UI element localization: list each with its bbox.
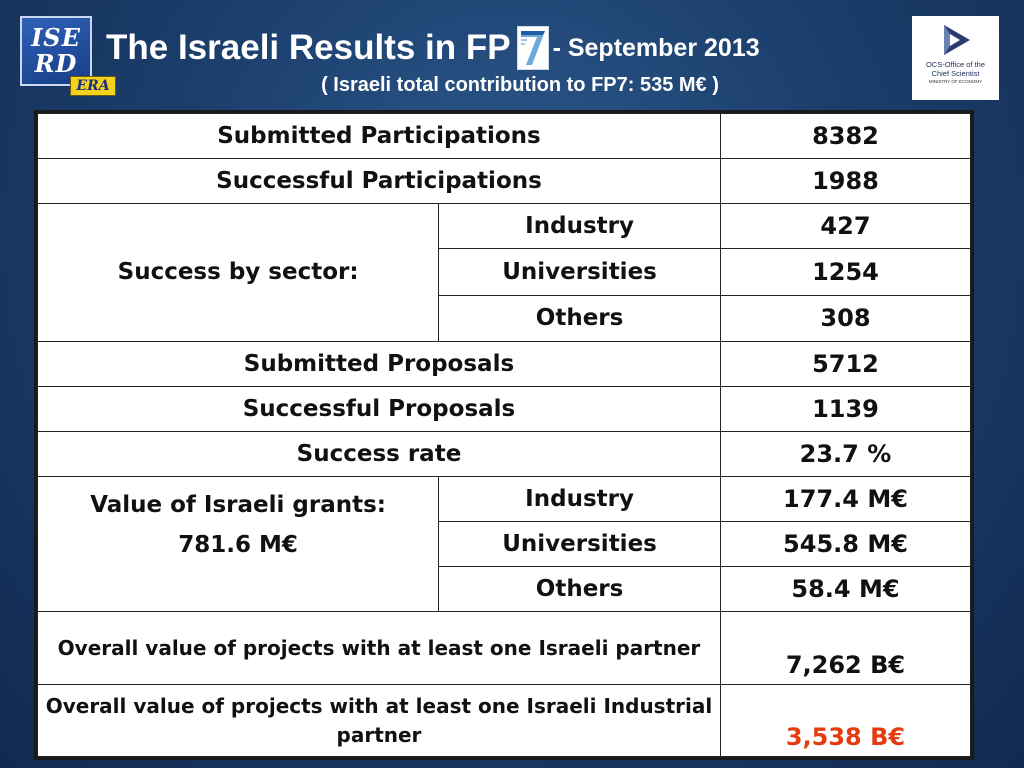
table-row: Universities 545.8 M€	[38, 521, 972, 567]
successful-participations-label: Successful Participations	[37, 158, 721, 204]
sector-label: Industry	[438, 203, 721, 249]
iserd-logo-line2: RD	[34, 49, 78, 78]
iserd-logo-line1: ISE	[31, 23, 81, 52]
success-by-sector-label: Success by sector:	[36, 203, 440, 342]
table-row: Overall value of projects with at least …	[37, 684, 972, 757]
table-row: Submitted Participations 8382	[37, 113, 972, 159]
page-title: The Israeli Results in FP - September 20…	[106, 26, 760, 70]
success-rate-label: Success rate	[37, 431, 721, 477]
iserd-logo: ISE RD ERA	[20, 16, 116, 96]
grant-sector-label: Industry	[438, 476, 721, 522]
title-text: The Israeli Results in FP	[106, 28, 511, 67]
sector-label: Universities	[438, 248, 721, 296]
ocs-play-icon	[943, 25, 970, 55]
sector-label: Others	[438, 295, 721, 342]
table-row: Submitted Proposals 5712	[37, 341, 972, 387]
table-row: Successful Participations 1988	[37, 158, 972, 204]
sector-value: 427	[719, 203, 972, 249]
table-row: Others 308	[38, 295, 972, 342]
grant-sector-value: 177.4 M€	[719, 476, 972, 522]
successful-participations-value: 1988	[719, 158, 972, 204]
title-date: - September 2013	[552, 33, 760, 62]
results-table: Submitted Participations 8382 Successful…	[34, 110, 974, 760]
fp7-logo-graphic	[520, 31, 545, 65]
overall-industrial-label: Overall value of projects with at least …	[37, 684, 721, 757]
iserd-logo-box: ISE RD	[20, 16, 92, 86]
table-row: Overall value of projects with at least …	[37, 611, 972, 685]
table-row: Success rate 23.7 %	[37, 431, 972, 477]
fp7-logo	[516, 26, 549, 70]
success-rate-value: 23.7 %	[719, 431, 972, 477]
sector-value: 1254	[719, 248, 972, 296]
submitted-participations-label: Submitted Participations	[37, 113, 721, 159]
ocs-logo-line2: Chief Scientist	[931, 69, 980, 78]
submitted-proposals-value: 5712	[719, 341, 972, 387]
grant-sector-value: 545.8 M€	[719, 521, 972, 567]
sector-value: 308	[719, 295, 972, 342]
successful-proposals-label: Successful Proposals	[37, 386, 721, 432]
ocs-logo-line1: OCS-Office of the	[925, 60, 986, 69]
table-row: Others 58.4 M€	[38, 566, 972, 612]
grant-sector-value: 58.4 M€	[719, 566, 972, 612]
ocs-logo-line3: MINISTRY OF ECONOMY	[928, 79, 983, 84]
grant-sector-label: Universities	[438, 521, 721, 567]
overall-industrial-value: 3,538 B€	[719, 684, 972, 757]
submitted-proposals-label: Submitted Proposals	[37, 341, 721, 387]
era-badge: ERA	[70, 76, 116, 96]
submitted-participations-value: 8382	[719, 113, 972, 159]
grants-total: 781.6 M€	[178, 532, 298, 558]
successful-proposals-value: 1139	[719, 386, 972, 432]
table-row: Value of Israeli grants: 781.6 M€ Indust…	[36, 476, 972, 612]
table-row: Success by sector: Industry 427	[36, 203, 972, 342]
table-row: Successful Proposals 1139	[37, 386, 972, 432]
ocs-logo: OCS-Office of the Chief Scientist MINIST…	[912, 16, 999, 100]
subtitle: ( Israeli total contribution to FP7: 535…	[321, 74, 719, 96]
grants-label: Value of Israeli grants:	[90, 492, 386, 518]
overall-partner-label: Overall value of projects with at least …	[37, 611, 721, 685]
overall-partner-value: 7,262 B€	[719, 611, 972, 685]
grant-sector-label: Others	[438, 566, 721, 612]
grants-cell: Value of Israeli grants: 781.6 M€	[36, 476, 440, 612]
